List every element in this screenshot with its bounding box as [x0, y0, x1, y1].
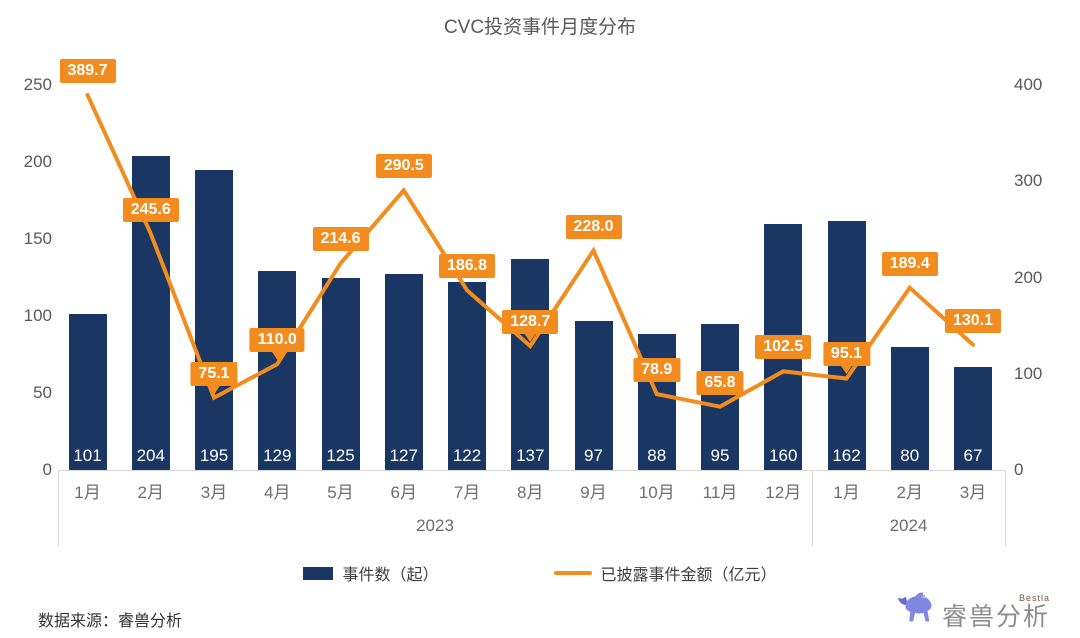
month-label: 4月 — [264, 483, 291, 502]
data-callout: 214.6 — [312, 227, 369, 252]
bar-value-label: 101 — [73, 446, 102, 465]
callout-notch-icon — [840, 365, 853, 375]
data-callout: 95.1 — [822, 342, 871, 375]
axis-tick-left: 250 — [23, 75, 52, 94]
bar-swatch-icon — [303, 566, 334, 580]
brand-name: 睿兽分析 — [941, 603, 1050, 631]
axis-tick-left: 150 — [23, 229, 52, 248]
chart-title: CVC投资事件月度分布 — [443, 17, 637, 38]
data-callout: 189.4 — [881, 251, 938, 276]
axis-border-right — [1005, 470, 1006, 546]
data-callout: 65.8 — [696, 370, 744, 395]
month-label: 3月 — [200, 483, 228, 502]
legend: 事件数（起） 已披露事件金额（亿元） — [0, 561, 1080, 585]
legend-label-events: 事件数（起） — [342, 567, 439, 584]
axis-tick-left: 0 — [42, 460, 52, 479]
bar-value-label: 80 — [900, 446, 920, 465]
axis-tick-right: 100 — [1014, 363, 1043, 383]
brand-logo: Bestla 睿兽分析 — [895, 588, 1050, 630]
month-label: 5月 — [327, 483, 354, 502]
legend-item-amount: 已披露事件金额（亿元） — [553, 561, 777, 585]
bar — [195, 169, 233, 470]
month-label: 2月 — [896, 483, 923, 502]
axis-tick-right: 0 — [1014, 460, 1024, 479]
axis-tick-right: 200 — [1014, 267, 1043, 287]
bar-value-label: 160 — [769, 446, 798, 465]
bar-value-label: 195 — [199, 446, 229, 465]
axis-tick-left: 100 — [23, 306, 52, 325]
axis-tick-right: 400 — [1014, 75, 1043, 94]
brand-text: Bestla 睿兽分析 — [942, 594, 1050, 630]
data-callout: 186.8 — [438, 254, 496, 279]
legend-label-amount: 已披露事件金额（亿元） — [600, 567, 777, 584]
axis-tick-left: 200 — [23, 152, 52, 171]
data-callout: 245.6 — [122, 197, 179, 222]
month-label: 12月 — [765, 483, 802, 502]
data-callout: 290.5 — [375, 154, 432, 179]
data-callout: 78.9 — [633, 358, 681, 383]
month-label: 9月 — [580, 483, 607, 502]
bar-value-label: 122 — [452, 446, 482, 465]
bar-value-label: 97 — [584, 446, 603, 465]
line-swatch-icon — [553, 571, 592, 575]
bar-value-label: 129 — [263, 446, 292, 465]
bar-value-label: 127 — [389, 446, 418, 465]
bar — [384, 274, 423, 470]
month-label: 3月 — [959, 483, 987, 502]
bar-value-label: 204 — [136, 446, 165, 465]
month-label: 2月 — [137, 483, 164, 502]
bar — [258, 271, 297, 470]
month-label: 1月 — [74, 483, 101, 502]
brand-subtext: Bestla — [1018, 593, 1050, 603]
data-callout: 130.1 — [944, 308, 1002, 333]
source-note: 数据来源：睿兽分析 — [38, 613, 183, 630]
bar-value-label: 95 — [710, 446, 730, 465]
callout-notch-icon — [271, 351, 284, 361]
axis-tick-right: 300 — [1014, 171, 1043, 191]
beast-icon — [897, 592, 932, 622]
axis-tick-left: 50 — [33, 383, 52, 402]
legend-item-events: 事件数（起） — [303, 561, 439, 585]
data-callout: 102.5 — [755, 335, 812, 360]
axis-baseline — [58, 470, 1005, 471]
bar-value-label: 67 — [963, 446, 983, 465]
callout-notch-icon — [524, 333, 537, 343]
bar-value-label: 162 — [832, 446, 861, 465]
month-label: 1月 — [833, 483, 860, 502]
data-callout: 110.0 — [249, 328, 305, 361]
data-callout: 389.7 — [59, 58, 116, 83]
month-label: 10月 — [638, 483, 675, 502]
month-label: 8月 — [517, 483, 544, 502]
data-callout: 128.7 — [502, 310, 559, 343]
month-label: 7月 — [453, 483, 481, 502]
bar-value-label: 137 — [516, 446, 545, 465]
year-label: 2023 — [416, 516, 454, 535]
bar-value-label: 125 — [326, 446, 355, 465]
bar — [448, 282, 486, 470]
bar-value-label: 88 — [647, 446, 667, 465]
bar — [511, 259, 550, 470]
callout-notch-icon — [207, 384, 220, 394]
data-callout: 228.0 — [565, 214, 622, 239]
axis-border-left — [58, 470, 59, 546]
year-label: 2024 — [889, 516, 928, 535]
year-divider — [812, 470, 813, 546]
bar — [321, 277, 360, 470]
month-label: 11月 — [702, 483, 738, 502]
data-callout: 75.1 — [190, 361, 238, 394]
month-label: 6月 — [390, 483, 417, 502]
